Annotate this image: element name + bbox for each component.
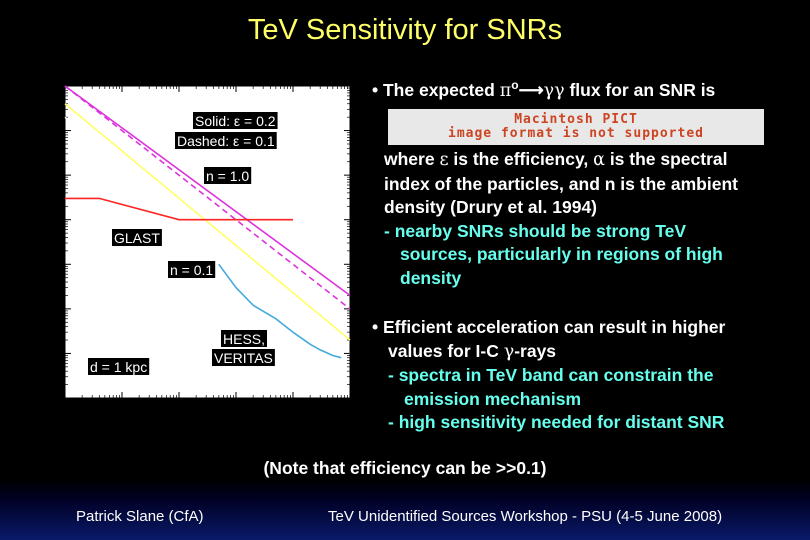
pi-symbol: π: [499, 80, 512, 101]
annotation-hess: HESS,: [223, 331, 265, 347]
x-tick-label: 100: [226, 403, 247, 414]
series-line: [65, 197, 293, 221]
pi-superscript: o: [511, 78, 519, 92]
sub2-line1: - spectra in TeV band can constrain the: [388, 365, 714, 385]
bullet2-line2-pre: values for I-C: [388, 340, 504, 361]
annotation-glast-bg: [112, 229, 162, 246]
para1-text-b: is the efficiency,: [448, 149, 594, 169]
annotation-dashed-bg: [175, 132, 277, 149]
series-line: [64, 103, 351, 341]
footer-workshop: TeV Unidentified Sources Workshop - PSU …: [328, 508, 723, 525]
bullet2-line2-post: -rays: [514, 340, 557, 361]
annotation-n1-bg: [204, 167, 252, 184]
epsilon-symbol: ε: [439, 150, 449, 170]
annotation-distance-bg: [88, 358, 150, 375]
y-tick-label: 10⁻⁷: [38, 82, 60, 93]
y-tick-label: 10⁻¹⁴: [33, 394, 60, 405]
footer-author: Patrick Slane (CfA): [76, 508, 204, 525]
x-axis-label: Energy (GeV): [164, 419, 250, 433]
y-tick-label: 10⁻¹²: [33, 305, 60, 316]
bullet2-line2: values for I-C γ-rays: [372, 340, 792, 365]
pict-line-3: is not supported: [562, 126, 704, 141]
missing-pict-image: Macintosh PICT image format is not suppo…: [388, 109, 764, 145]
chart-svg: 0.1 1 10 100 1000 10⁴ 10⁻⁷ 10⁻⁸ 10⁻⁹ 10⁻¹⁰ 10⁻¹¹ 10…: [10, 82, 360, 433]
pict-line-2: image format: [448, 126, 554, 141]
annotation-n01-bg: [168, 261, 216, 278]
sub1-line2: sources, particularly in regions of high: [400, 244, 723, 264]
para1-text-c: is the spectral: [604, 149, 728, 169]
annotation-hess-bg: [221, 330, 268, 347]
annotation-veritas: VERITAS: [214, 350, 273, 366]
slide-title: TeV Sensitivity for SNRs: [247, 14, 563, 46]
efficiency-paragraph: where ε is the efficiency, α is the spec…: [384, 148, 804, 290]
sensitivity-chart: 0.1 1 10 100 1000 10⁴ 10⁻⁷ 10⁻⁸ 10⁻⁹ 10⁻¹⁰ 10⁻¹¹ 10…: [10, 78, 360, 438]
x-tick-label: 0.1: [56, 403, 73, 414]
annotation-distance: d = 1 kpc: [90, 359, 147, 375]
footer-gradient-band: [0, 480, 810, 540]
y-axis-label: Integral Flux (photons cm⁻² s⁻¹): [10, 148, 22, 337]
para1-line2: index of the particles, and n is the amb…: [384, 173, 738, 194]
bullet-expected-flux: • The expected πo⟶γγ flux for an SNR is: [372, 74, 715, 103]
para1-line3: density (Drury et al. 1994): [384, 197, 597, 217]
bullet-efficient-acceleration: • Efficient acceleration can result in h…: [372, 316, 792, 435]
y-tick-label: 10⁻¹¹: [33, 260, 60, 271]
x-tick-label: 10: [172, 403, 186, 414]
bullet1-suffix: flux for an SNR is: [564, 79, 716, 100]
para1-text-a: where: [384, 149, 440, 169]
alpha-symbol: α: [593, 150, 605, 170]
gamma-gamma-symbol: γγ: [543, 80, 565, 101]
pict-line-1: Macintosh PICT: [514, 112, 638, 127]
annotation-n01: n = 0.1: [170, 262, 213, 278]
para1-line1: where ε is the efficiency, α is the spec…: [384, 148, 804, 173]
x-tick-label: 10⁴: [341, 403, 360, 414]
arrow-icon: ⟶: [518, 79, 544, 100]
y-tick-label: 10⁻⁹: [38, 171, 60, 182]
footer: Patrick Slane (CfA) TeV Unidentified Sou…: [0, 480, 810, 540]
annotation-veritas-bg: [212, 349, 275, 366]
y-tick-label: 10⁻⁸: [38, 127, 60, 138]
bullet2-line1: • Efficient acceleration can result in h…: [372, 317, 726, 337]
note-text: (Note that efficiency can be >>0.1): [263, 458, 547, 478]
gamma-symbol: γ: [503, 341, 515, 362]
bullet1-prefix: • The expected: [372, 79, 500, 100]
x-tick-label: 1: [119, 403, 126, 414]
annotation-solid-bg: [193, 112, 278, 129]
sub1-line1: - nearby SNRs should be strong TeV: [384, 220, 687, 241]
annotation-n1: n = 1.0: [206, 168, 249, 184]
efficiency-note: (Note that efficiency can be >>0.1): [0, 458, 810, 479]
sub1-line3: density: [400, 267, 462, 288]
series-line: [64, 85, 351, 310]
y-tick-label: 10⁻¹⁰: [33, 216, 60, 227]
series-line: [64, 85, 351, 297]
x-tick-label: 1000: [279, 403, 307, 414]
sub2-line2: emission mechanism: [404, 388, 582, 409]
annotation-solid: Solid: ε = 0.2: [195, 113, 276, 129]
sub2-line3: - high sensitivity needed for distant SN…: [388, 412, 725, 432]
series-line: [64, 116, 351, 355]
annotation-glast: GLAST: [114, 230, 160, 246]
y-tick-label: 10⁻¹³: [33, 349, 60, 360]
annotation-dashed: Dashed: ε = 0.1: [177, 133, 275, 149]
series-line: [218, 263, 342, 359]
